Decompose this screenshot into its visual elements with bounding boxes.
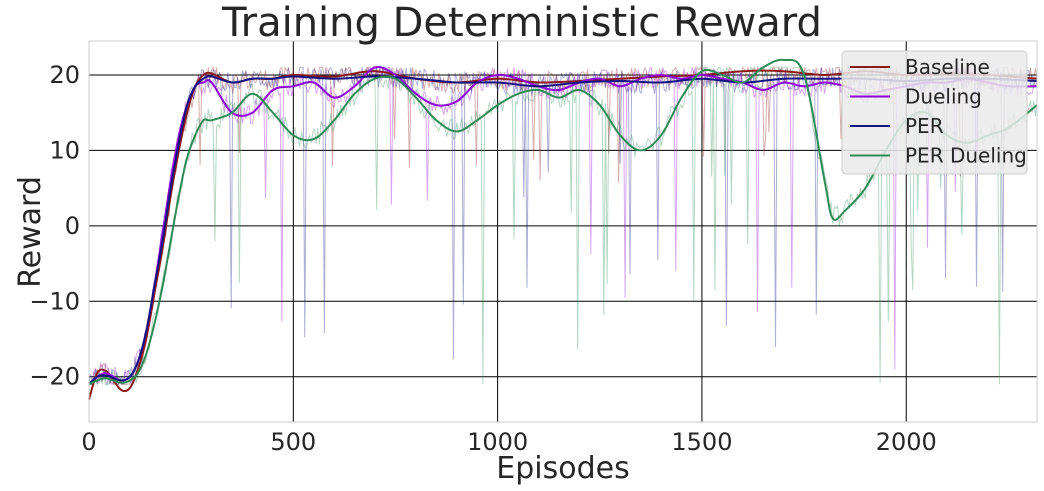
x-tick-label: 2000 <box>876 428 937 456</box>
x-tick-label: 1000 <box>467 428 528 456</box>
legend-label: PER <box>905 114 944 138</box>
x-axis-label: Episodes <box>496 451 629 486</box>
y-tick-label: 20 <box>49 61 80 89</box>
x-tick-label: 1500 <box>671 428 732 456</box>
y-axis-label: Reward <box>13 176 48 288</box>
chart-title: Training Deterministic Reward <box>221 0 822 46</box>
plot-frame <box>88 40 1038 423</box>
x-tick-label: 0 <box>81 428 96 456</box>
y-tick-labels: −20 −10 0 10 20 <box>29 61 80 391</box>
y-tick-label: 10 <box>49 136 80 164</box>
legend-label: PER Dueling <box>905 144 1027 168</box>
x-tick-labels: 0 500 1000 1500 2000 <box>81 428 936 456</box>
y-tick-label: −20 <box>29 363 80 391</box>
x-tick-label: 500 <box>270 428 316 456</box>
legend-label: Dueling <box>905 85 982 109</box>
series-line-per-dueling <box>88 58 1038 386</box>
y-tick-label: 0 <box>65 212 80 240</box>
legend: Baseline Dueling PER PER Dueling <box>841 50 1028 175</box>
legend-box <box>841 50 1028 175</box>
series-line-per <box>88 75 1038 386</box>
y-tick-label: −10 <box>29 287 80 315</box>
legend-label: Baseline <box>905 55 990 79</box>
